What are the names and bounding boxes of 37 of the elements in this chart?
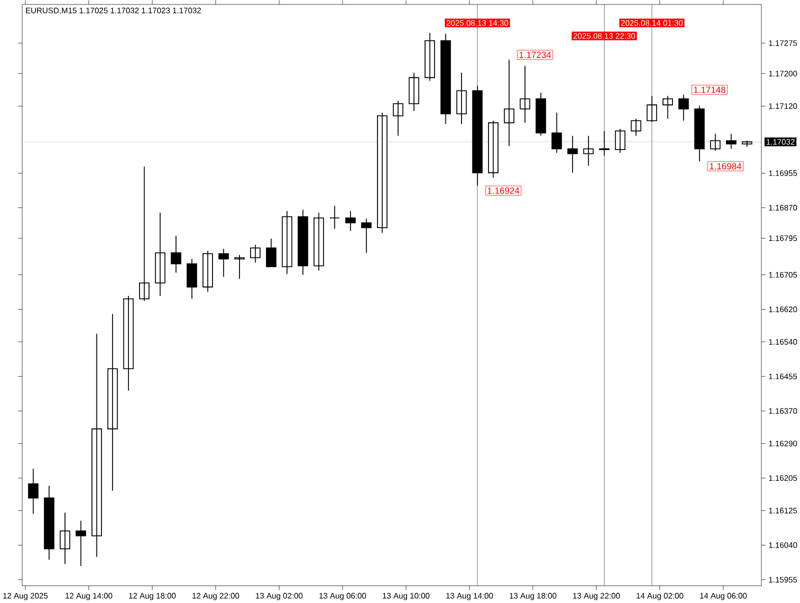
candlestick bbox=[408, 72, 420, 112]
candlestick bbox=[726, 133, 736, 150]
candlestick bbox=[44, 485, 54, 560]
candlestick bbox=[266, 238, 276, 268]
candlestick bbox=[298, 209, 308, 276]
candlestick bbox=[678, 94, 689, 122]
candlestick bbox=[28, 468, 38, 514]
candlestick bbox=[552, 112, 562, 154]
candlestick bbox=[250, 244, 261, 264]
candlestick bbox=[314, 212, 324, 272]
candlestick bbox=[139, 166, 150, 302]
candlestick bbox=[123, 296, 134, 392]
candlestick bbox=[710, 133, 721, 152]
candlestick bbox=[202, 250, 213, 292]
candlestick bbox=[536, 92, 546, 136]
candlestick bbox=[392, 100, 404, 136]
candlestick bbox=[504, 59, 514, 146]
candlestick bbox=[488, 120, 498, 178]
candlestick bbox=[472, 85, 483, 186]
candlestick bbox=[92, 333, 102, 558]
annotation: 1.17148 bbox=[694, 86, 726, 94]
candlestick bbox=[440, 33, 451, 125]
candlestick bbox=[742, 140, 752, 148]
candlestick bbox=[424, 32, 436, 82]
candlestick bbox=[154, 212, 166, 296]
candlestick bbox=[377, 112, 388, 234]
candlestick bbox=[282, 210, 292, 275]
candlestick bbox=[186, 258, 198, 300]
annotation: 1.16984 bbox=[710, 163, 742, 170]
candlestick bbox=[107, 313, 118, 492]
candlestick bbox=[218, 248, 229, 278]
annotation: 1.16924 bbox=[488, 188, 520, 194]
candlestick bbox=[646, 96, 658, 122]
candlestick bbox=[662, 96, 673, 120]
candlestick bbox=[329, 205, 340, 230]
candlestick bbox=[614, 128, 626, 154]
annotation: 1.17234 bbox=[520, 52, 552, 58]
